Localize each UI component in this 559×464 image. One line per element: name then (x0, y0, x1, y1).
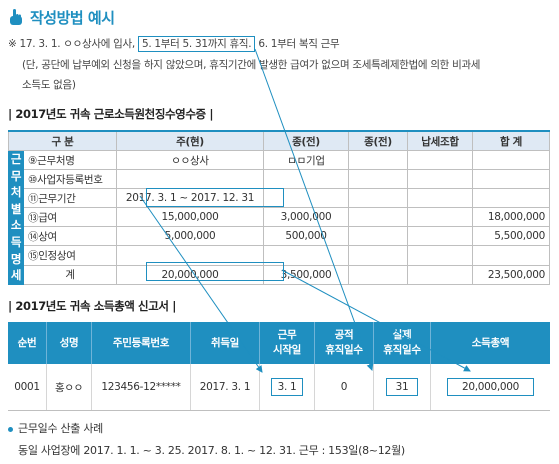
cell-start: 3. 1 (259, 364, 315, 411)
cell-actual-leave: 31 (373, 364, 431, 411)
title-row: 작성방법 예시 (8, 5, 115, 29)
work-period-highlight (146, 188, 284, 207)
table-row: ⑪근무기간 2017. 3. 1 ~ 2017. 12. 31 (9, 188, 550, 209)
header-prev1: 종(전) (263, 130, 349, 151)
cell-main: 15,000,000 (116, 207, 264, 228)
table-row: ⑩사업자등록번호 (9, 169, 550, 190)
cell-total (472, 188, 550, 209)
income-box: 20,000,000 (446, 378, 535, 396)
header-start: 근무 시작일 (259, 322, 315, 364)
leave-period-box: 5. 1부터 5. 31까지 휴직. (137, 36, 256, 52)
table-row: ⑭상여 5,000,000 500,000 5,500,000 (9, 226, 550, 247)
header-public-leave: 공적 휴직일수 (314, 322, 374, 364)
arrow-sum-to-income (281, 269, 471, 372)
cell-total (472, 149, 550, 171)
cell-main: 5,000,000 (116, 226, 264, 247)
arrow-period-to-start (139, 195, 263, 373)
header-actual-leave: 실제 휴직일수 (373, 322, 431, 364)
header-prev2: 종(전) (348, 130, 408, 151)
note-line-1: ※ 17. 3. 1. ㅇㅇ상사에 입사, 5. 1부터 5. 31까지 휴직.… (8, 36, 340, 52)
note-line-3: 소득도 없음) (22, 79, 76, 91)
table-row: 0001 홍ㅇㅇ 123456-12***** 2017. 3. 1 3. 1 … (8, 364, 550, 411)
cell-main: 2017. 3. 1 ~ 2017. 12. 31 (116, 188, 264, 209)
row-label: ⑬급여 (23, 207, 117, 228)
header-income: 소득총액 (430, 322, 550, 364)
arrow-leave-to-actual (254, 48, 374, 371)
row-label: ⑪근무기간 (23, 188, 117, 209)
note-mark: ※ (8, 38, 17, 50)
row-label: ⑨근무처명 (23, 149, 117, 171)
actual-leave-box: 31 (386, 378, 418, 396)
bullet-item: 근무일수 산출 사례 (8, 420, 103, 436)
table-row-sum: 계 20,000,000 3,500,000 23,500,000 (9, 264, 550, 285)
table-row: ⑬급여 15,000,000 3,000,000 18,000,000 (9, 207, 550, 228)
cell-name: 홍ㅇㅇ (46, 364, 92, 411)
header-acquired: 취득일 (190, 322, 260, 364)
cell-rrn: 123456-12***** (91, 364, 191, 411)
cell-prev1: ㅁㅁ기업 (263, 149, 349, 171)
bullet-text: 근무일수 산출 사례 (18, 422, 103, 435)
bullet-dot-icon (8, 426, 13, 432)
note-line1-b: 6. 1부터 복직 근무 (258, 38, 340, 50)
cell-public-leave: 0 (314, 364, 374, 411)
cell-acquired: 2017. 3. 1 (190, 364, 260, 411)
table-header-row: 구 분 주(현) 종(전) 종(전) 납세조합 합 계 (8, 130, 550, 151)
section2-title: | 2017년도 귀속 소득총액 신고서 | (8, 299, 177, 313)
cell-prev1: 500,000 (263, 226, 349, 247)
cell-total (472, 169, 550, 190)
cell-main: ㅇㅇ상사 (116, 149, 264, 171)
cell-total: 18,000,000 (472, 207, 550, 228)
header-main: 주(현) (116, 130, 264, 151)
cell-income: 20,000,000 (430, 364, 550, 411)
cell-prev1: 3,500,000 (263, 264, 349, 285)
note-line-2: (단, 공단에 납부예외 신청을 하지 않았으며, 휴직기간에 발생한 급여가 … (22, 59, 481, 71)
main-sum-highlight (146, 262, 284, 281)
cell-main: 20,000,000 (116, 264, 264, 285)
header-name: 성명 (46, 322, 92, 364)
header-total: 합 계 (472, 130, 550, 151)
income-report-table: 순번 성명 주민등록번호 취득일 근무 시작일 공적 휴직일수 실제 휴직일수 … (8, 322, 550, 411)
start-date-box: 3. 1 (270, 378, 304, 396)
cell-total: 5,500,000 (472, 226, 550, 247)
cell-total: 23,500,000 (472, 264, 550, 285)
table-row: ⑮인정상여 (9, 245, 550, 266)
header-rrn: 주민등록번호 (91, 322, 191, 364)
cell-no: 0001 (8, 364, 47, 411)
section1-title: | 2017년도 귀속 근로소득원천징수영수증 | (8, 107, 214, 121)
note-line1-a: 17. 3. 1. ㅇㅇ상사에 입사, (19, 38, 136, 50)
bottom-example-line: 동일 사업장에 2017. 1. 1. ~ 3. 25. 2017. 8. 1.… (18, 444, 405, 457)
header-union: 납세조합 (407, 130, 473, 151)
hand-pointer-icon (10, 9, 22, 25)
page-title: 작성방법 예시 (30, 8, 115, 27)
table-header-row: 순번 성명 주민등록번호 취득일 근무 시작일 공적 휴직일수 실제 휴직일수 … (8, 322, 550, 364)
header-no: 순번 (8, 322, 47, 364)
